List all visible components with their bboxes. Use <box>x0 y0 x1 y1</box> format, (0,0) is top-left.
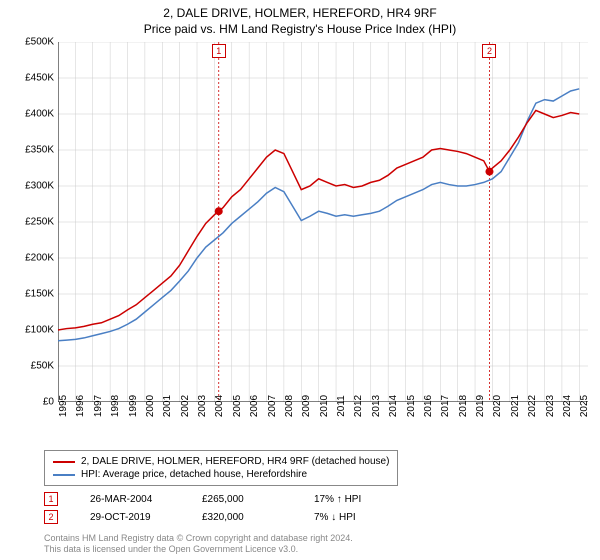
x-tick-label: 2014 <box>388 395 399 417</box>
x-tick-label: 2013 <box>371 395 382 417</box>
legend: 2, DALE DRIVE, HOLMER, HEREFORD, HR4 9RF… <box>44 450 398 486</box>
x-tick-label: 2020 <box>492 395 503 417</box>
table-row: 1 26-MAR-2004 £265,000 17% ↑ HPI <box>44 490 394 508</box>
transaction-date: 29-OCT-2019 <box>90 512 170 523</box>
x-tick-label: 2021 <box>510 395 521 417</box>
chart-title: 2, DALE DRIVE, HOLMER, HEREFORD, HR4 9RF <box>0 0 600 20</box>
chart-area: £0£50K£100K£150K£200K£250K£300K£350K£400… <box>58 42 588 402</box>
x-tick-label: 1996 <box>75 395 86 417</box>
x-tick-label: 1998 <box>110 395 121 417</box>
x-tick-label: 2019 <box>475 395 486 417</box>
x-tick-label: 1997 <box>93 395 104 417</box>
x-tick-label: 2008 <box>284 395 295 417</box>
x-tick-label: 2006 <box>249 395 260 417</box>
transactions-table: 1 26-MAR-2004 £265,000 17% ↑ HPI 2 29-OC… <box>44 490 394 526</box>
footer-line: This data is licensed under the Open Gov… <box>44 544 353 556</box>
x-tick-label: 2001 <box>162 395 173 417</box>
transaction-marker-icon: 1 <box>44 492 58 506</box>
y-tick-label: £250K <box>25 217 54 228</box>
y-tick-label: £350K <box>25 145 54 156</box>
x-tick-label: 2000 <box>145 395 156 417</box>
y-tick-label: £300K <box>25 181 54 192</box>
legend-swatch <box>53 461 75 463</box>
x-tick-label: 2024 <box>562 395 573 417</box>
transaction-delta: 7% ↓ HPI <box>314 512 394 523</box>
x-tick-label: 2010 <box>319 395 330 417</box>
x-tick-label: 2003 <box>197 395 208 417</box>
y-tick-label: £50K <box>31 361 54 372</box>
x-tick-label: 2022 <box>527 395 538 417</box>
x-tick-label: 2004 <box>214 395 225 417</box>
transaction-price: £265,000 <box>202 494 282 505</box>
x-axis-labels: 1995199619971998199920002001200220032004… <box>58 402 588 442</box>
x-tick-label: 2002 <box>180 395 191 417</box>
table-row: 2 29-OCT-2019 £320,000 7% ↓ HPI <box>44 508 394 526</box>
x-tick-label: 2016 <box>423 395 434 417</box>
x-tick-label: 2025 <box>579 395 590 417</box>
transaction-marker-icon: 2 <box>44 510 58 524</box>
x-tick-label: 2023 <box>545 395 556 417</box>
chart-transaction-marker: 2 <box>482 44 496 58</box>
y-tick-label: £200K <box>25 253 54 264</box>
y-tick-label: £400K <box>25 109 54 120</box>
legend-swatch <box>53 474 75 476</box>
footer-line: Contains HM Land Registry data © Crown c… <box>44 533 353 545</box>
footer-attribution: Contains HM Land Registry data © Crown c… <box>44 533 353 556</box>
chart-transaction-marker: 1 <box>212 44 226 58</box>
x-tick-label: 2012 <box>353 395 364 417</box>
x-tick-label: 2007 <box>267 395 278 417</box>
x-tick-label: 2017 <box>440 395 451 417</box>
x-tick-label: 1995 <box>58 395 69 417</box>
x-tick-label: 2018 <box>458 395 469 417</box>
chart-subtitle: Price paid vs. HM Land Registry's House … <box>0 20 600 42</box>
x-tick-label: 2011 <box>336 395 347 417</box>
x-tick-label: 2009 <box>301 395 312 417</box>
y-tick-label: £150K <box>25 289 54 300</box>
transaction-delta: 17% ↑ HPI <box>314 494 394 505</box>
y-axis-labels: £0£50K£100K£150K£200K£250K£300K£350K£400… <box>8 42 54 402</box>
legend-item: 2, DALE DRIVE, HOLMER, HEREFORD, HR4 9RF… <box>53 455 389 468</box>
line-chart-svg <box>58 42 588 402</box>
y-tick-label: £100K <box>25 325 54 336</box>
chart-container: 2, DALE DRIVE, HOLMER, HEREFORD, HR4 9RF… <box>0 0 600 560</box>
y-tick-label: £450K <box>25 73 54 84</box>
transaction-price: £320,000 <box>202 512 282 523</box>
legend-item: HPI: Average price, detached house, Here… <box>53 468 389 481</box>
y-tick-label: £500K <box>25 37 54 48</box>
y-tick-label: £0 <box>43 397 54 408</box>
x-tick-label: 2005 <box>232 395 243 417</box>
x-tick-label: 2015 <box>406 395 417 417</box>
legend-label: HPI: Average price, detached house, Here… <box>81 469 307 480</box>
x-tick-label: 1999 <box>128 395 139 417</box>
transaction-date: 26-MAR-2004 <box>90 494 170 505</box>
legend-label: 2, DALE DRIVE, HOLMER, HEREFORD, HR4 9RF… <box>81 456 389 467</box>
